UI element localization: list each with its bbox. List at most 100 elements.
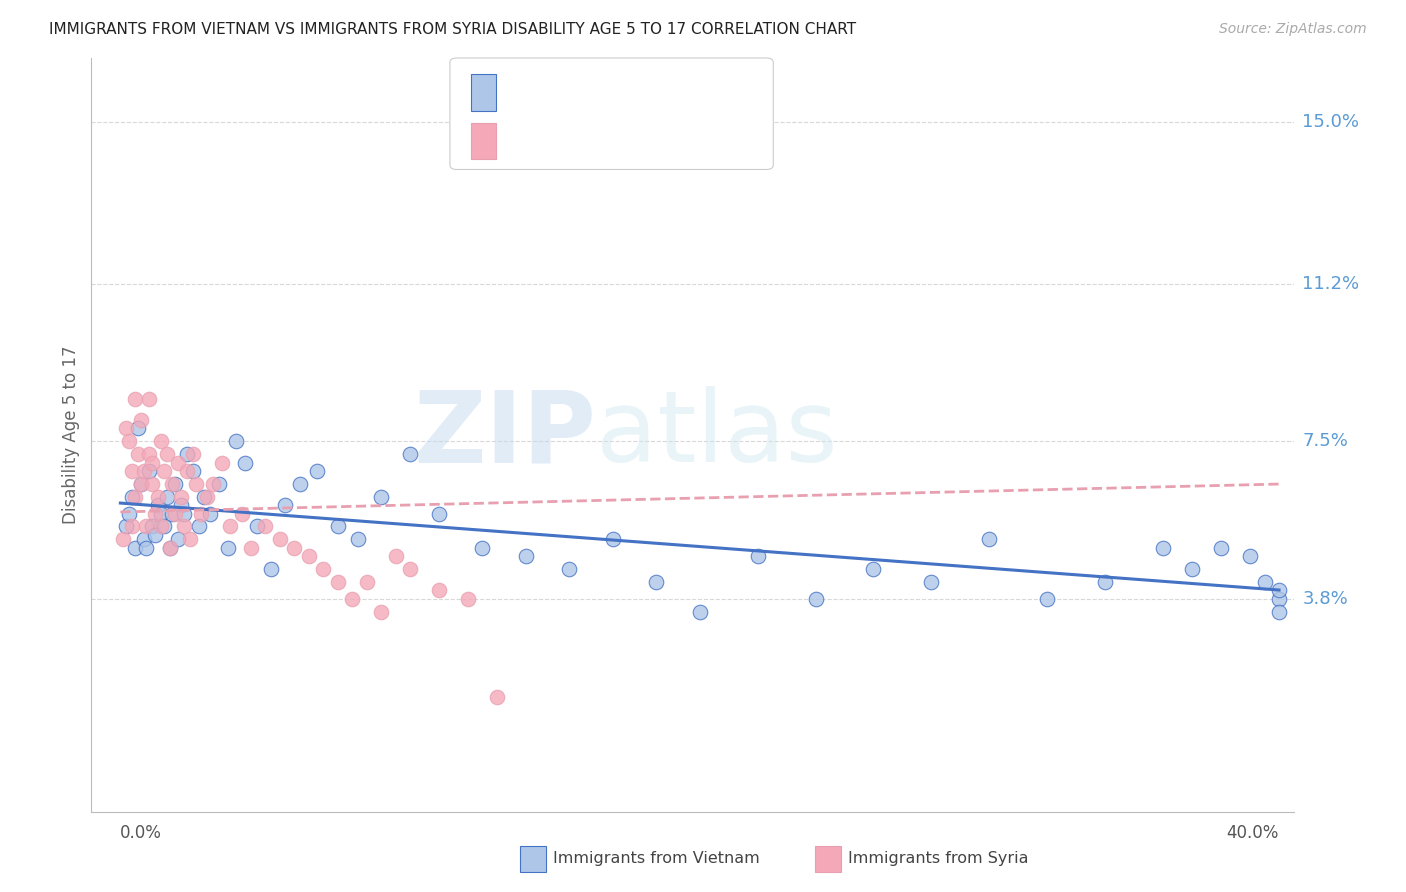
Point — [184, 476, 207, 491]
Text: 3.8%: 3.8% — [1302, 590, 1348, 607]
Point — [1209, 541, 1232, 555]
Point — [274, 498, 297, 512]
Point — [233, 456, 256, 470]
Text: 11.2%: 11.2% — [1302, 275, 1360, 293]
Point — [149, 519, 172, 533]
Point — [471, 541, 494, 555]
Point — [399, 447, 422, 461]
Point — [307, 464, 329, 478]
Text: 40.0%: 40.0% — [1226, 824, 1279, 843]
Point — [112, 532, 135, 546]
Point — [162, 476, 184, 491]
Point — [176, 464, 198, 478]
Point — [457, 591, 479, 606]
Point — [1268, 605, 1291, 619]
Point — [399, 562, 422, 576]
Point — [129, 413, 152, 427]
Point — [141, 519, 163, 533]
Point — [170, 498, 193, 512]
Point — [141, 476, 163, 491]
Point — [602, 532, 624, 546]
Text: ZIP: ZIP — [413, 386, 596, 483]
Point — [138, 447, 160, 461]
Point — [1181, 562, 1204, 576]
Point — [181, 447, 204, 461]
Point — [1268, 591, 1291, 606]
Point — [862, 562, 884, 576]
Point — [162, 507, 184, 521]
Point — [217, 541, 239, 555]
Y-axis label: Disability Age 5 to 17: Disability Age 5 to 17 — [62, 345, 80, 524]
Text: Immigrants from Vietnam: Immigrants from Vietnam — [553, 852, 759, 866]
Point — [340, 591, 363, 606]
Point — [225, 434, 247, 449]
Point — [135, 519, 157, 533]
Point — [127, 447, 149, 461]
Point — [356, 574, 378, 589]
Point — [149, 434, 172, 449]
Text: Source: ZipAtlas.com: Source: ZipAtlas.com — [1219, 22, 1367, 37]
Text: IMMIGRANTS FROM VIETNAM VS IMMIGRANTS FROM SYRIA DISABILITY AGE 5 TO 17 CORRELAT: IMMIGRANTS FROM VIETNAM VS IMMIGRANTS FR… — [49, 22, 856, 37]
Point — [153, 464, 176, 478]
Point — [347, 532, 370, 546]
Point — [167, 532, 190, 546]
Point — [173, 519, 195, 533]
Point — [153, 519, 176, 533]
Point — [298, 549, 321, 564]
Point — [485, 690, 508, 704]
Point — [146, 490, 169, 504]
Point — [138, 464, 160, 478]
Point — [254, 519, 277, 533]
Point — [219, 519, 242, 533]
Point — [370, 605, 392, 619]
Point — [138, 392, 160, 406]
Point — [689, 605, 711, 619]
Point — [165, 507, 187, 521]
Point — [202, 476, 225, 491]
Point — [370, 490, 392, 504]
Point — [159, 541, 181, 555]
Point — [115, 421, 138, 435]
Point — [1036, 591, 1059, 606]
Point — [121, 464, 143, 478]
Text: 0.0%: 0.0% — [121, 824, 162, 843]
Text: 7.5%: 7.5% — [1302, 433, 1348, 450]
Text: Immigrants from Syria: Immigrants from Syria — [848, 852, 1028, 866]
Point — [156, 447, 179, 461]
Point — [124, 490, 146, 504]
Point — [239, 541, 262, 555]
Text: N =: N = — [630, 82, 666, 100]
Text: R =: R = — [503, 130, 540, 148]
Point — [211, 456, 233, 470]
Text: 53: 53 — [672, 130, 695, 148]
Point — [124, 541, 146, 555]
Point — [127, 421, 149, 435]
Point — [979, 532, 1001, 546]
Point — [245, 519, 267, 533]
Point — [1094, 574, 1116, 589]
Point — [645, 574, 668, 589]
Point — [260, 562, 283, 576]
Point — [195, 490, 218, 504]
Point — [558, 562, 581, 576]
Point — [129, 476, 152, 491]
Point — [124, 392, 146, 406]
Point — [326, 574, 349, 589]
Text: 61: 61 — [672, 82, 695, 100]
Point — [312, 562, 335, 576]
Point — [156, 490, 179, 504]
Point — [118, 507, 141, 521]
Point — [165, 476, 187, 491]
Point — [384, 549, 406, 564]
Point — [149, 507, 172, 521]
Point — [427, 583, 450, 598]
Point — [747, 549, 769, 564]
Text: R =: R = — [503, 82, 540, 100]
Point — [121, 519, 143, 533]
Point — [1268, 583, 1291, 598]
Point — [190, 507, 212, 521]
Point — [167, 456, 190, 470]
Point — [146, 498, 169, 512]
Point — [804, 591, 827, 606]
Point — [141, 456, 163, 470]
